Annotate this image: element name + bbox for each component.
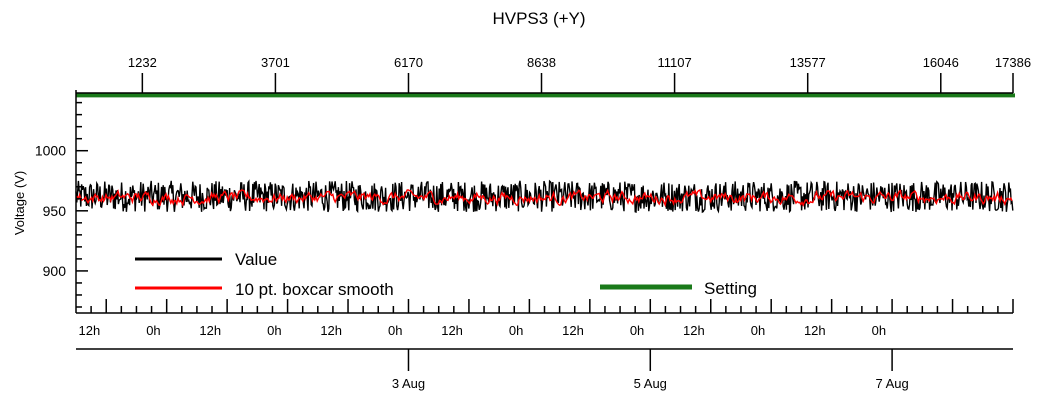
date-axis: 3 Aug 5 Aug 7 Aug [76, 348, 1013, 391]
time-tick-label: 0h [388, 323, 402, 338]
y-tick-label: 1000 [35, 143, 66, 159]
top-tick-label: 6170 [394, 55, 423, 70]
y-axis-label: Voltage (V) [12, 171, 27, 235]
top-tick-label: 17386 [995, 55, 1031, 70]
time-tick-label: 0h [509, 323, 523, 338]
legend-label-smooth: 10 pt. boxcar smooth [235, 280, 394, 299]
top-tick-label: 8638 [527, 55, 556, 70]
top-tick-label: 16046 [923, 55, 959, 70]
legend-label-value: Value [235, 250, 277, 269]
top-axis: 1232 3701 6170 8638 11107 13577 16046 17386 [76, 55, 1031, 94]
time-tick-label: 0h [267, 323, 281, 338]
y-axis: 900 950 1000 [35, 90, 88, 313]
y-tick-label: 900 [43, 263, 67, 279]
legend-label-setting: Setting [704, 279, 757, 298]
top-tick-label: 1232 [128, 55, 157, 70]
time-axis: 12h 0h 12h 0h 12h 0h 12h 0h 12h 0h 12h 0h 12h 0h [76, 299, 1014, 338]
time-tick-label: 12h [804, 323, 826, 338]
time-tick-label: 12h [562, 323, 584, 338]
y-tick-label: 950 [43, 203, 67, 219]
legend: Value 10 pt. boxcar smooth Setting [135, 250, 757, 299]
series-value [75, 179, 1014, 214]
date-tick-label: 3 Aug [392, 376, 425, 391]
time-tick-label: 0h [630, 323, 644, 338]
time-tick-label: 0h [751, 323, 765, 338]
time-tick-label: 12h [79, 323, 101, 338]
date-tick-label: 5 Aug [634, 376, 667, 391]
chart-title: HVPS3 (+Y) [492, 9, 585, 28]
top-tick-label: 11107 [657, 55, 691, 70]
time-tick-label: 12h [441, 323, 463, 338]
date-tick-label: 7 Aug [875, 376, 908, 391]
time-tick-label: 0h [146, 323, 160, 338]
series-smooth [75, 188, 1013, 208]
time-tick-label: 12h [683, 323, 705, 338]
plot-area [75, 93, 1015, 214]
time-tick-label: 12h [199, 323, 221, 338]
top-tick-label: 3701 [261, 55, 290, 70]
top-tick-label: 13577 [790, 55, 826, 70]
time-tick-label: 0h [872, 323, 886, 338]
time-tick-label: 12h [320, 323, 342, 338]
